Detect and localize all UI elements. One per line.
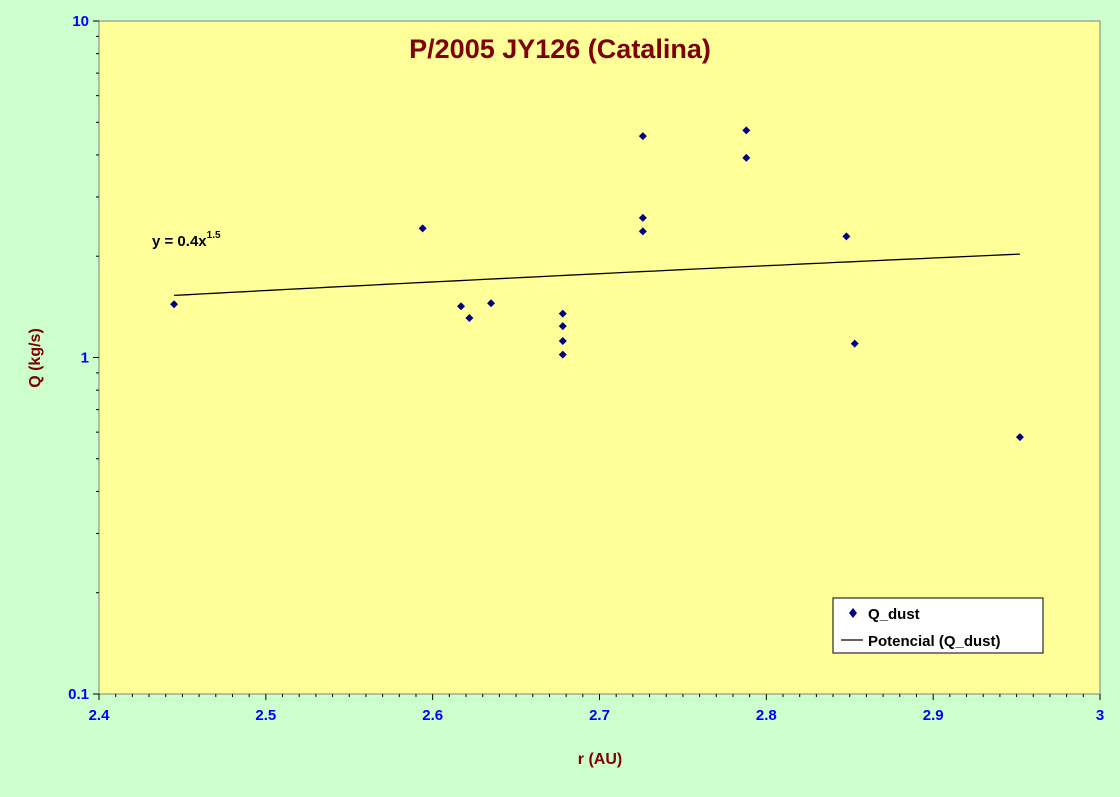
trendline [174, 253, 1020, 297]
data-point [558, 322, 567, 331]
data-point [465, 314, 474, 323]
data-point [457, 302, 466, 311]
data-point [418, 224, 427, 233]
x-tick-label: 2.6 [422, 707, 443, 724]
y-tick-label: 0.1 [68, 686, 89, 703]
legend-label-series: Q_dust [868, 606, 920, 623]
axis-minor-ticks [96, 35, 1084, 697]
data-point [742, 153, 751, 162]
equation-exponent: 1.5 [207, 230, 221, 241]
legend-label-trendline: Potencial (Q_dust) [868, 633, 1001, 650]
x-tick-label: 2.9 [923, 707, 944, 724]
y-tick-label: 1 [81, 350, 89, 367]
equation-base: y = 0.4x [152, 233, 207, 250]
y-tick-labels: 0.1 1 10 [68, 13, 89, 703]
trendline-equation: y = 0.4x1.5 [152, 230, 221, 250]
x-tick-label: 3 [1096, 707, 1104, 724]
x-tick-label: 2.7 [589, 707, 610, 724]
axis-major-ticks [93, 20, 1101, 700]
data-point [1015, 433, 1024, 442]
chart-title: P/2005 JY126 (Catalina) [409, 34, 711, 64]
data-point [558, 309, 567, 318]
legend-box [832, 597, 1044, 654]
data-points [170, 126, 1024, 442]
data-point [742, 126, 751, 135]
data-point [850, 339, 859, 348]
y-tick-label: 10 [72, 13, 89, 30]
legend-marker-diamond [849, 608, 857, 618]
x-axis-label: r (AU) [578, 751, 622, 768]
x-tick-label: 2.5 [255, 707, 276, 724]
data-point [842, 232, 851, 241]
x-tick-label: 2.8 [756, 707, 777, 724]
data-point [558, 350, 567, 359]
x-tick-label: 2.4 [89, 707, 111, 724]
y-axis-label: Q (kg/s) [27, 328, 44, 388]
data-point [638, 132, 647, 141]
data-point [638, 227, 647, 236]
data-point [487, 299, 496, 308]
data-point [558, 336, 567, 345]
legend: Q_dust Potencial (Q_dust) [832, 597, 1044, 654]
x-tick-labels: 2.4 2.5 2.6 2.7 2.8 2.9 3 [89, 707, 1105, 724]
data-point [638, 213, 647, 222]
data-point [170, 300, 179, 309]
plot-area [98, 20, 1101, 695]
